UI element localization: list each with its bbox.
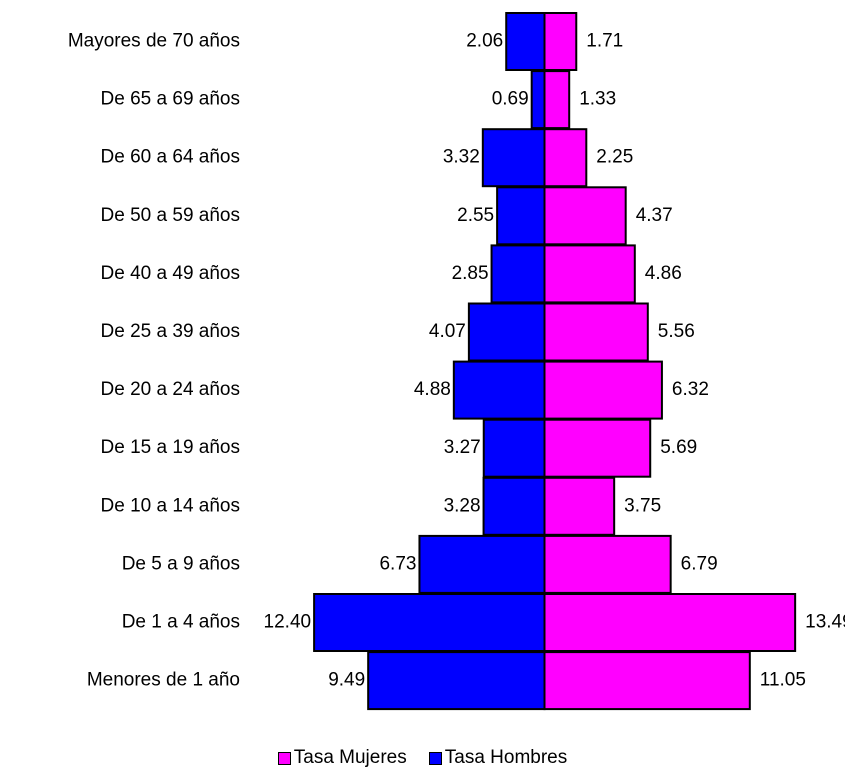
bar-mujeres — [543, 651, 751, 711]
category-label: De 1 a 4 años — [122, 612, 240, 633]
legend-label-mujeres: Tasa Mujeres — [293, 747, 407, 768]
category-label: De 65 a 69 años — [101, 89, 240, 110]
legend-item-hombres: Tasa Hombres — [428, 747, 568, 769]
data-label-hombres: 3.28 — [444, 495, 481, 516]
bar-hombres — [482, 476, 546, 536]
data-label-hombres: 3.32 — [443, 147, 480, 168]
data-label-mujeres: 1.33 — [579, 89, 616, 110]
category-label: De 10 a 14 años — [101, 495, 240, 516]
legend-swatch-mujeres — [277, 751, 291, 765]
bar-mujeres — [543, 534, 672, 594]
category-label: De 25 a 39 años — [101, 321, 240, 342]
data-label-mujeres: 4.86 — [645, 263, 682, 284]
bar-mujeres — [543, 12, 578, 71]
bar-hombres — [482, 418, 546, 478]
bar-mujeres — [543, 593, 797, 652]
bar-hombres — [496, 186, 546, 246]
bar-mujeres — [543, 186, 627, 246]
legend-label-hombres: Tasa Hombres — [444, 747, 568, 768]
category-label: Mayores de 70 años — [68, 31, 240, 52]
chart-legend: Tasa Mujeres Tasa Hombres — [0, 744, 845, 772]
bar-hombres — [530, 70, 546, 130]
legend-swatch-hombres — [428, 751, 442, 765]
bar-hombres — [467, 302, 546, 362]
data-label-mujeres: 5.69 — [660, 437, 697, 458]
bar-hombres — [505, 12, 546, 71]
data-label-hombres: 4.07 — [429, 321, 466, 342]
bar-hombres — [481, 128, 546, 188]
data-label-hombres: 6.73 — [379, 553, 416, 574]
data-label-mujeres: 5.56 — [658, 321, 695, 342]
category-label: Menores de 1 año — [87, 670, 240, 691]
data-label-mujeres: 13.49 — [805, 612, 845, 633]
data-label-hombres: 0.69 — [492, 89, 529, 110]
data-label-hombres: 9.49 — [328, 670, 365, 691]
bar-mujeres — [543, 360, 663, 420]
bar-mujeres — [543, 70, 571, 130]
bar-hombres — [490, 244, 546, 304]
data-label-hombres: 4.88 — [414, 379, 451, 400]
category-label: De 60 a 64 años — [101, 147, 240, 168]
bar-hombres — [452, 360, 546, 420]
category-label: De 50 a 59 años — [101, 205, 240, 226]
bar-hombres — [313, 593, 546, 652]
data-label-mujeres: 1.71 — [586, 31, 623, 52]
bar-mujeres — [543, 418, 652, 478]
bar-hombres — [418, 534, 546, 594]
bar-mujeres — [543, 476, 616, 536]
bar-hombres — [367, 651, 546, 711]
data-label-hombres: 2.85 — [452, 263, 489, 284]
bar-mujeres — [543, 244, 636, 304]
data-label-mujeres: 3.75 — [624, 495, 661, 516]
data-label-mujeres: 6.79 — [681, 553, 718, 574]
category-label: De 40 a 49 años — [101, 263, 240, 284]
data-label-mujeres: 11.05 — [760, 670, 806, 691]
data-label-hombres: 12.40 — [264, 612, 312, 633]
data-label-mujeres: 4.37 — [636, 205, 673, 226]
category-label: De 5 a 9 años — [122, 553, 240, 574]
data-label-mujeres: 6.32 — [672, 379, 709, 400]
bar-mujeres — [543, 128, 588, 188]
legend-item-mujeres: Tasa Mujeres — [277, 747, 407, 769]
bar-mujeres — [543, 302, 649, 362]
category-label: De 15 a 19 años — [101, 437, 240, 458]
data-label-hombres: 3.27 — [444, 437, 481, 458]
data-label-hombres: 2.55 — [457, 205, 494, 226]
data-label-hombres: 2.06 — [466, 31, 503, 52]
data-label-mujeres: 2.25 — [596, 147, 633, 168]
category-label: De 20 a 24 años — [101, 379, 240, 400]
